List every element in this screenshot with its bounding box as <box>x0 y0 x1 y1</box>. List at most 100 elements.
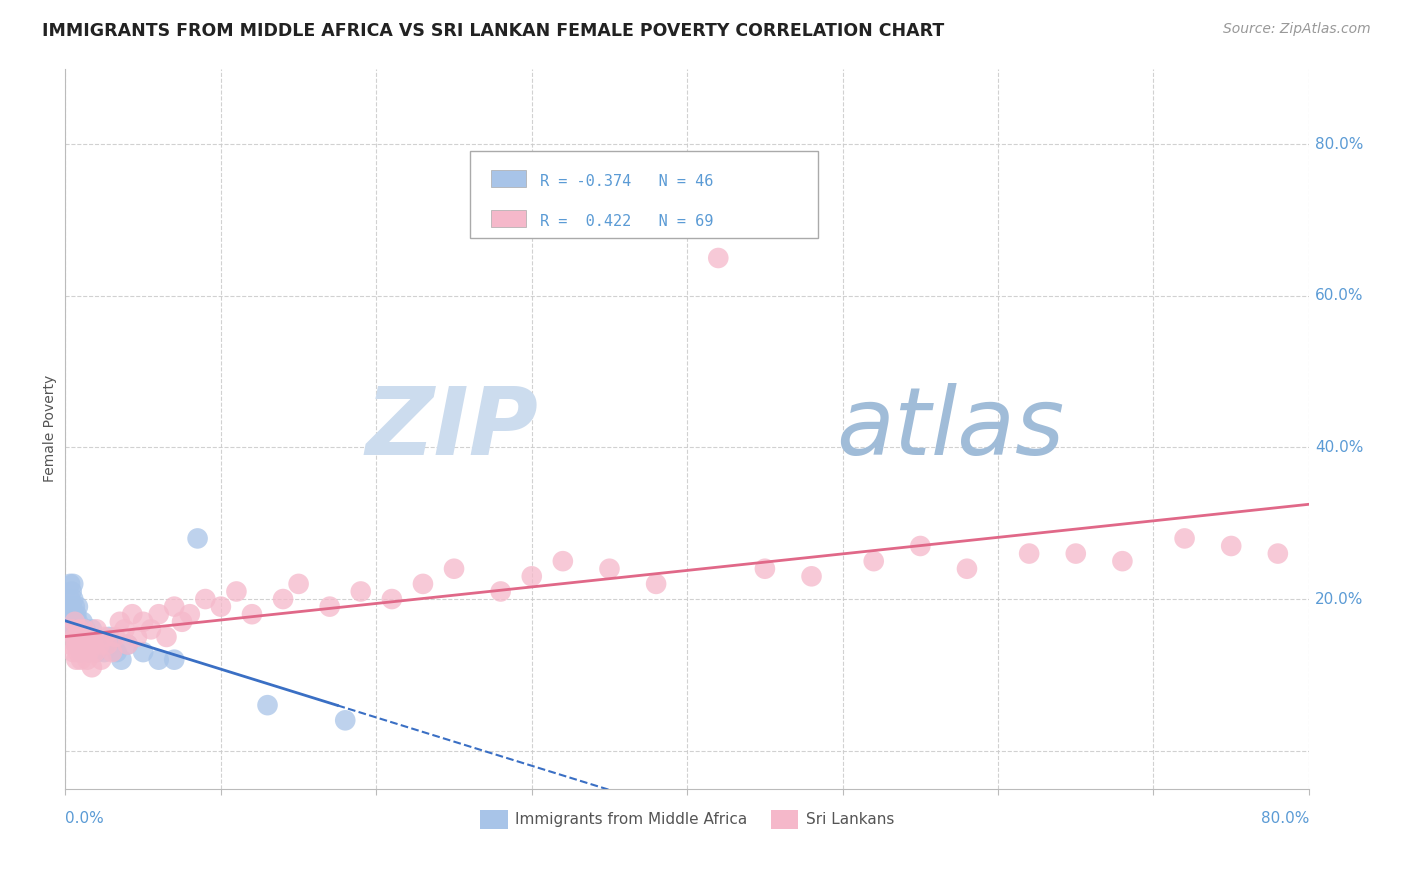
Point <box>93 645 115 659</box>
Point <box>598 562 620 576</box>
Point <box>1267 547 1289 561</box>
Point <box>66 645 89 659</box>
Point <box>89 638 111 652</box>
Point <box>110 653 132 667</box>
Point <box>69 623 91 637</box>
Text: Source: ZipAtlas.com: Source: ZipAtlas.com <box>1223 22 1371 37</box>
Point <box>209 599 232 614</box>
Point <box>62 623 84 637</box>
Point <box>96 638 118 652</box>
Text: 20.0%: 20.0% <box>1315 591 1364 607</box>
Point <box>1111 554 1133 568</box>
Point <box>179 607 201 622</box>
Point <box>79 630 101 644</box>
Point <box>148 653 170 667</box>
Point <box>59 592 82 607</box>
Point <box>63 615 86 629</box>
Text: atlas: atlas <box>837 383 1064 474</box>
Point <box>155 630 177 644</box>
Point <box>84 645 107 659</box>
Point <box>82 638 104 652</box>
Point <box>59 577 82 591</box>
Text: R = -0.374   N = 46: R = -0.374 N = 46 <box>540 174 714 189</box>
Point <box>910 539 932 553</box>
Point <box>62 592 84 607</box>
Point <box>551 554 574 568</box>
Text: R =  0.422   N = 69: R = 0.422 N = 69 <box>540 214 714 228</box>
Point <box>520 569 543 583</box>
FancyBboxPatch shape <box>491 170 526 187</box>
Point <box>77 645 100 659</box>
Point <box>132 615 155 629</box>
Point <box>98 630 121 644</box>
Point <box>105 645 128 659</box>
Point <box>956 562 979 576</box>
Point <box>108 615 131 629</box>
Text: 0.0%: 0.0% <box>66 811 104 826</box>
Point <box>62 645 84 659</box>
Point <box>72 615 94 629</box>
Point <box>65 638 87 652</box>
Point <box>1174 532 1197 546</box>
Point <box>862 554 884 568</box>
Text: 40.0%: 40.0% <box>1315 440 1364 455</box>
Point <box>80 623 103 637</box>
Point <box>335 714 357 728</box>
Point <box>89 638 111 652</box>
FancyBboxPatch shape <box>470 152 818 238</box>
Point <box>121 607 143 622</box>
Point <box>240 607 263 622</box>
Point <box>101 645 124 659</box>
Point <box>194 592 217 607</box>
Point <box>63 630 86 644</box>
Point <box>66 630 89 644</box>
Point <box>73 630 96 644</box>
Point <box>101 638 124 652</box>
Point <box>80 660 103 674</box>
Point <box>800 569 823 583</box>
Point <box>75 638 97 652</box>
Point <box>62 607 84 622</box>
Point <box>93 630 115 644</box>
Point <box>60 584 83 599</box>
Point <box>381 592 404 607</box>
Point <box>125 630 148 644</box>
Point <box>66 630 89 644</box>
Point <box>65 638 87 652</box>
Point <box>256 698 278 713</box>
Point <box>70 645 93 659</box>
Text: 80.0%: 80.0% <box>1315 136 1364 152</box>
Point <box>66 615 89 629</box>
Point <box>412 577 434 591</box>
Point <box>66 599 89 614</box>
Point <box>70 630 93 644</box>
Y-axis label: Female Poverty: Female Poverty <box>44 375 58 483</box>
Point <box>58 599 80 614</box>
Point <box>1064 547 1087 561</box>
Point <box>75 623 97 637</box>
Point <box>65 623 87 637</box>
Point <box>70 653 93 667</box>
Point <box>163 653 186 667</box>
Point <box>707 251 730 265</box>
Point <box>63 615 86 629</box>
Point <box>148 607 170 622</box>
Point <box>76 653 98 667</box>
Point <box>1018 547 1040 561</box>
Point <box>1220 539 1243 553</box>
Point <box>86 623 108 637</box>
Point <box>79 630 101 644</box>
Point <box>69 638 91 652</box>
Point <box>489 584 512 599</box>
Point <box>754 562 776 576</box>
Point <box>76 638 98 652</box>
FancyBboxPatch shape <box>491 210 526 227</box>
Point <box>63 599 86 614</box>
Point <box>72 645 94 659</box>
Point <box>73 623 96 637</box>
Point <box>63 630 86 644</box>
Point <box>443 562 465 576</box>
Point <box>117 638 139 652</box>
Text: 80.0%: 80.0% <box>1261 811 1309 826</box>
Point <box>70 630 93 644</box>
